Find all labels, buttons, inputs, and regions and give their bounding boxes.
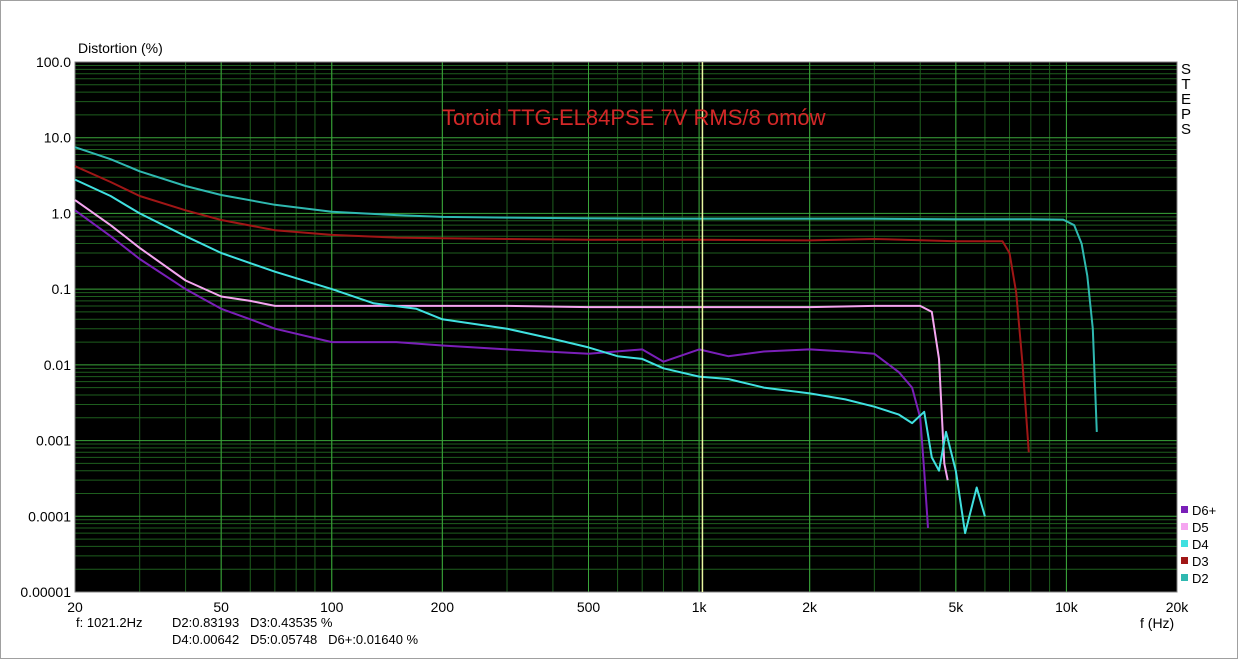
legend-label: D3 [1192, 554, 1209, 569]
legend-swatch [1181, 506, 1188, 513]
cursor-values-line-2: D4:0.00642 D5:0.05748 D6+:0.01640 % [172, 632, 419, 647]
steps-letter: S [1180, 121, 1191, 138]
series-line-d2 [74, 146, 1098, 432]
y-tick-label: 1.0 [52, 205, 72, 221]
series-line-d3 [74, 165, 1030, 453]
x-tick-label: 100 [320, 599, 344, 615]
series-line-d4 [74, 178, 986, 535]
y-tick-label: 0.001 [36, 433, 71, 449]
legend[interactable]: D6+ D5 D4 D3 D2 [1181, 503, 1216, 586]
x-tick-label: 1k [692, 599, 708, 615]
steps-vertical-label[interactable]: S T E P S [1180, 62, 1192, 137]
legend-label: D4 [1192, 537, 1209, 552]
x-tick-label: 10k [1055, 599, 1079, 615]
y-tick-label: 10.0 [44, 130, 71, 146]
steps-letter: P [1180, 106, 1191, 123]
y-tick-label: 0.01 [44, 357, 71, 373]
x-tick-label: 50 [213, 599, 229, 615]
legend-swatch [1181, 557, 1188, 564]
x-tick-label: 5k [948, 599, 964, 615]
steps-letter: S [1180, 61, 1191, 78]
x-tick-label: 20 [67, 599, 83, 615]
series-layer [74, 146, 1098, 535]
x-tick-label: 500 [577, 599, 601, 615]
steps-letter: T [1181, 76, 1191, 93]
y-tick-label: 100.0 [36, 54, 71, 70]
legend-swatch [1181, 540, 1188, 547]
y-tick-label: 0.0001 [28, 508, 71, 524]
cursor-values-line-1: D2:0.83193 D3:0.43535 % [172, 615, 333, 630]
x-tick-labels: 20 50 100 200 500 1k 2k 5k 10k 20k [67, 599, 1189, 615]
x-tick-label: 20k [1166, 599, 1190, 615]
cursor-frequency-readout: f: 1021.2Hz [76, 615, 143, 630]
y-tick-label: 0.00001 [20, 584, 71, 600]
legend-swatch [1181, 574, 1188, 581]
x-axis-label: f (Hz) [1140, 615, 1175, 631]
x-tick-label: 200 [431, 599, 455, 615]
y-axis-label: Distortion (%) [78, 40, 163, 56]
legend-label: D6+ [1192, 503, 1216, 518]
major-grid [74, 61, 1178, 593]
series-line-d6plus [74, 209, 929, 529]
legend-label: D2 [1192, 571, 1209, 586]
y-tick-label: 0.1 [52, 281, 72, 297]
x-tick-label: 2k [802, 599, 818, 615]
legend-label: D5 [1192, 520, 1209, 535]
plot-border [74, 61, 1178, 593]
plot-area[interactable] [75, 62, 1177, 592]
chart-title: Toroid TTG-EL84PSE 7V RMS/8 omów [442, 105, 826, 130]
series-line-d5 [74, 199, 949, 481]
y-tick-labels: 100.0 10.0 1.0 0.1 0.01 0.001 0.0001 0.00001 [20, 54, 71, 600]
steps-letter: E [1180, 91, 1191, 108]
legend-swatch [1181, 523, 1188, 530]
